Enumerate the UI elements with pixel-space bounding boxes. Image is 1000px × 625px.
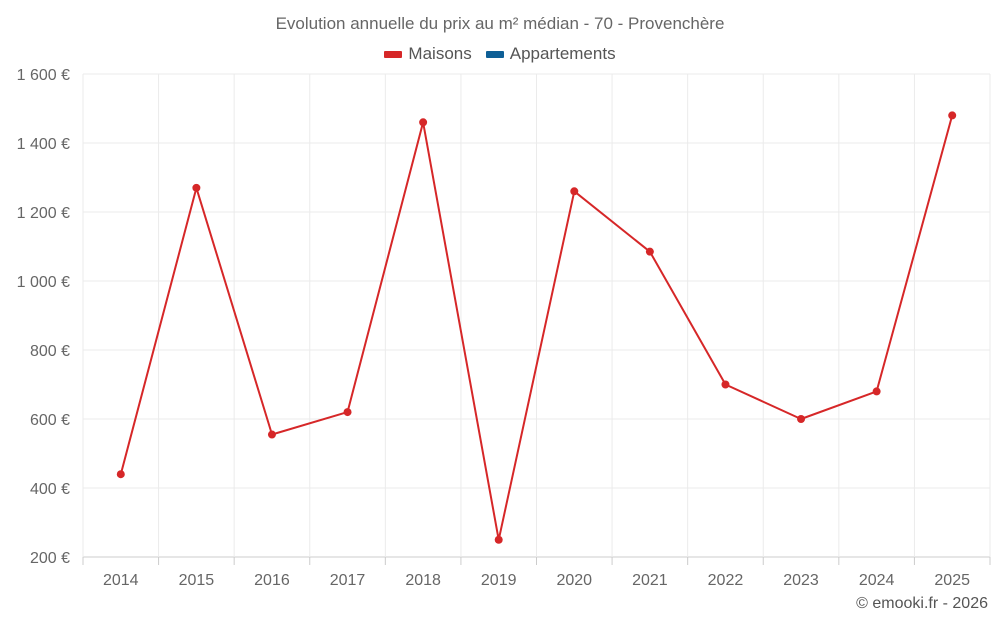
data-point-maisons: [343, 408, 352, 417]
copyright-credit: © emooki.fr - 2026: [856, 595, 988, 612]
grid-lines: [82, 73, 991, 565]
data-point-maisons: [872, 387, 881, 396]
series-line-maisons: [119, 115, 954, 541]
y-tick-label: 800 €: [30, 343, 70, 360]
series-layer: [116, 111, 957, 544]
x-tick-label: 2016: [254, 572, 290, 589]
data-point-maisons: [192, 183, 201, 192]
data-point-maisons: [797, 415, 806, 423]
legend-label-appartements: Appartements: [509, 44, 616, 63]
data-point-maisons: [419, 118, 428, 127]
legend: Maisons Appartements: [0, 44, 1000, 64]
x-tick-label: 2021: [632, 572, 668, 589]
x-tick-label: 2018: [405, 572, 441, 589]
x-tick-label: 2025: [934, 572, 970, 589]
data-point-maisons: [267, 430, 276, 439]
x-tick-label: 2014: [103, 572, 139, 589]
data-point-maisons: [645, 247, 654, 256]
y-axis-ticks: 200 € 400 € 600 € 800 € 1 000 € 1 200 € 1 400 …: [17, 67, 70, 567]
x-tick-label: 2024: [859, 572, 895, 589]
y-tick-label: 1 200 €: [17, 205, 70, 222]
data-point-maisons: [494, 535, 503, 544]
x-tick-label: 2019: [481, 572, 517, 589]
legend-item-maisons[interactable]: Maisons: [384, 44, 472, 64]
x-tick-label: 2020: [556, 572, 592, 589]
data-point-maisons: [948, 111, 957, 120]
y-tick-label: 1 000 €: [17, 274, 70, 291]
y-tick-label: 600 €: [30, 412, 70, 429]
x-tick-label: 2022: [708, 572, 744, 589]
x-tick-label: 2015: [179, 572, 215, 589]
x-axis-ticks: 2014 2015 2016 2017 2018 2019 2020 2021 2022 2023…: [103, 572, 970, 589]
data-point-maisons: [570, 187, 579, 196]
legend-item-appartements[interactable]: Appartements: [485, 44, 616, 64]
y-tick-label: 1 400 €: [17, 136, 70, 153]
legend-label-maisons: Maisons: [408, 44, 472, 63]
appartements-swatch-icon: [485, 50, 504, 58]
y-tick-label: 200 €: [30, 550, 70, 567]
chart-title: Evolution annuelle du prix au m² médian …: [275, 14, 725, 33]
y-tick-label: 1 600 €: [17, 67, 70, 84]
maisons-swatch-icon: [384, 50, 403, 58]
y-tick-label: 400 €: [30, 481, 70, 498]
x-tick-label: 2023: [783, 572, 819, 589]
data-point-maisons: [116, 470, 125, 479]
x-tick-label: 2017: [330, 572, 366, 589]
data-point-maisons: [721, 380, 730, 389]
